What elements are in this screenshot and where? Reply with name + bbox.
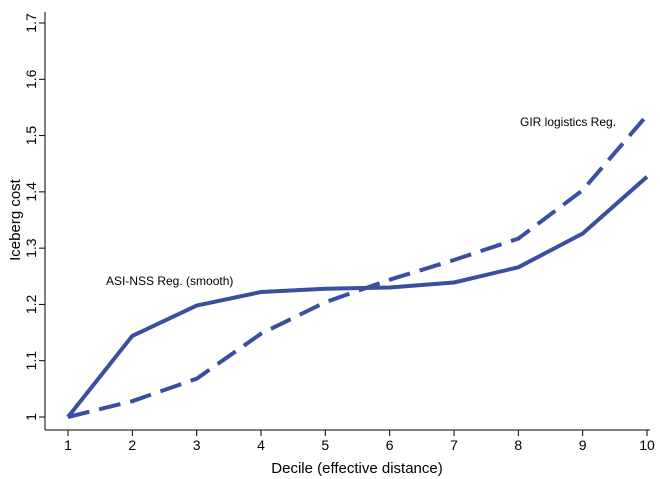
y-tick-label: 1.6 <box>23 69 39 89</box>
plot-area: 1 1.1 1.2 1.3 1.4 1.5 1.6 1.7 1 2 3 4 5 6 7 8 9 10 <box>23 12 655 453</box>
series-line-asi-nss <box>66 175 649 419</box>
x-tick-label: 9 <box>579 437 587 453</box>
x-tick-label: 2 <box>128 437 136 453</box>
series-label-gir-logistics: GIR logistics Reg. <box>520 115 616 129</box>
series-line-gir-logistics <box>67 113 649 419</box>
y-tick-label: 1.2 <box>23 294 39 314</box>
x-tick-label: 4 <box>257 437 265 453</box>
x-tick-label: 3 <box>193 437 201 453</box>
y-tick-label: 1.1 <box>23 351 39 371</box>
series-label-asi-nss: ASI-NSS Reg. (smooth) <box>106 274 233 288</box>
x-axis-title: Decile (effective distance) <box>271 460 442 477</box>
y-tick-label: 1.7 <box>23 13 39 33</box>
y-axis-title: Iceberg cost <box>7 178 24 261</box>
x-tick-label: 1 <box>64 437 72 453</box>
x-tick-label: 7 <box>450 437 458 453</box>
x-tick-label: 8 <box>514 437 522 453</box>
x-tick-label: 10 <box>639 437 655 453</box>
y-tick-label: 1.3 <box>23 238 39 258</box>
x-tick-label: 5 <box>321 437 329 453</box>
y-tick-label: 1.5 <box>23 126 39 146</box>
y-tick-label: 1.4 <box>23 182 39 202</box>
x-tick-label: 6 <box>386 437 394 453</box>
y-tick-label: 1 <box>23 413 39 421</box>
